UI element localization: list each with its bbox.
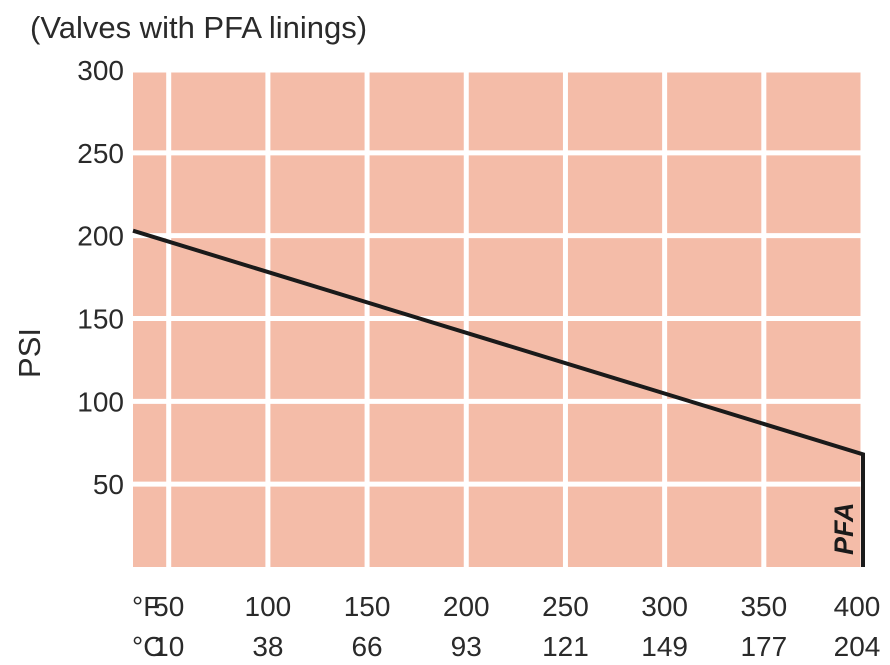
x-axis-ticks-celsius: 10 38 66 93 121 149 177 204	[153, 631, 880, 662]
x-tick-label-celsius: 121	[542, 631, 589, 662]
grid-horizontal	[133, 67, 863, 487]
x-tick-label-celsius: 38	[252, 631, 283, 662]
x-axis-ticks-fahrenheit: 50 100 150 200 250 300 350 400	[153, 591, 880, 622]
x-tick-label-celsius: 10	[153, 631, 184, 662]
series-line-pfa	[132, 228, 865, 567]
x-tick-label-celsius: 93	[451, 631, 482, 662]
y-tick-label: 150	[77, 304, 124, 335]
y-tick-label: 250	[77, 138, 124, 169]
y-tick-label: 50	[93, 469, 124, 500]
x-tick-label-celsius: 66	[351, 631, 382, 662]
x-tick-label-fahrenheit: 200	[443, 591, 490, 622]
x-tick-label-fahrenheit: 50	[153, 591, 184, 622]
x-unit-celsius: °C	[132, 631, 163, 662]
series-label-pfa: PFA	[829, 502, 859, 555]
x-tick-label-fahrenheit: 150	[344, 591, 391, 622]
y-axis-ticks: 50 100 150 200 250 300	[77, 55, 124, 500]
series-group: PFA	[132, 228, 865, 567]
x-tick-label-celsius: 149	[641, 631, 688, 662]
chart-subtitle: (Valves with PFA linings)	[30, 10, 367, 45]
x-tick-label-fahrenheit: 350	[740, 591, 787, 622]
x-unit-fahrenheit: °F	[132, 591, 160, 622]
y-axis-label: PSI	[12, 328, 47, 378]
y-tick-label: 100	[77, 386, 124, 417]
x-tick-label-fahrenheit: 300	[641, 591, 688, 622]
x-tick-label-fahrenheit: 100	[245, 591, 292, 622]
x-tick-label-celsius: 204	[834, 631, 881, 662]
y-tick-label: 200	[77, 221, 124, 252]
y-tick-label: 300	[77, 55, 124, 86]
x-tick-label-fahrenheit: 400	[834, 591, 881, 622]
x-tick-label-celsius: 177	[740, 631, 787, 662]
x-tick-label-fahrenheit: 250	[542, 591, 589, 622]
